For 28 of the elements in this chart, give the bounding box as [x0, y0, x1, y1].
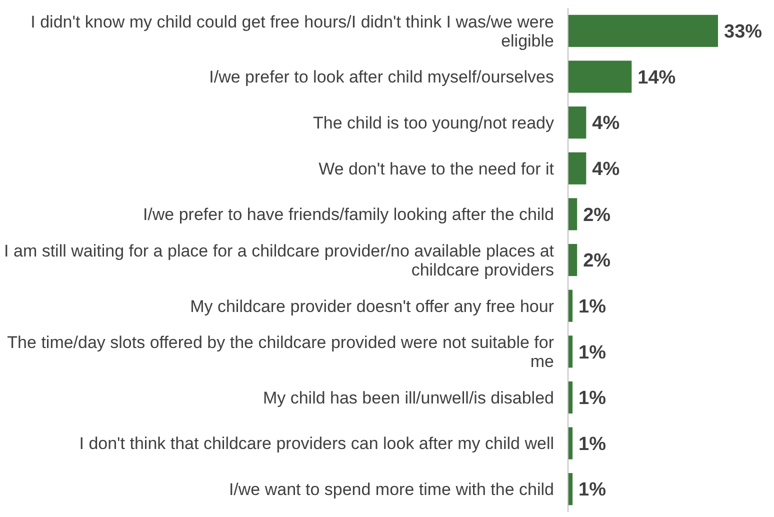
y-tick-label: The child is too young/not ready [313, 113, 554, 132]
data-label: 2% [583, 204, 611, 226]
bar [568, 106, 586, 139]
data-label: 33% [724, 22, 762, 43]
bar [568, 244, 578, 276]
y-tick-label: The time/day slots offered by the childcare provided were not suitable for me [7, 333, 554, 372]
data-label: 4% [592, 159, 620, 180]
y-tick-label: We don't have to the need for it [318, 159, 554, 178]
bar [568, 14, 718, 47]
data-label: 14% [638, 67, 676, 88]
data-label: 4% [592, 113, 620, 134]
y-tick-label: I don't think that childcare providers can look after my child well [79, 434, 554, 454]
data-label: 1% [578, 296, 606, 318]
bar [568, 198, 578, 230]
data-label: 1% [578, 480, 606, 501]
bar [568, 60, 632, 93]
y-tick-label: My child has been ill/unwell/is disabled [262, 388, 554, 408]
y-tick-label: I am still waiting for a place for a childcare provider/no available places at childcare providers [4, 241, 554, 280]
data-label: 1% [578, 434, 606, 455]
y-tick-label: I/we want to spend more time with the child [228, 480, 554, 500]
y-tick-label: My childcare provider doesn't offer any free hour [190, 296, 554, 316]
y-tick-label: I/we prefer to look after child myself/ourselves [209, 68, 554, 87]
data-label: 2% [583, 250, 611, 272]
y-tick-label: I/we prefer to have friends/family looking after the child [142, 205, 554, 224]
data-label: 1% [578, 388, 606, 410]
bar [568, 152, 586, 184]
data-label: 1% [578, 342, 606, 364]
y-tick-label: I didn't know my child could get free hours/I didn't think I was/we were eligible [30, 12, 554, 50]
